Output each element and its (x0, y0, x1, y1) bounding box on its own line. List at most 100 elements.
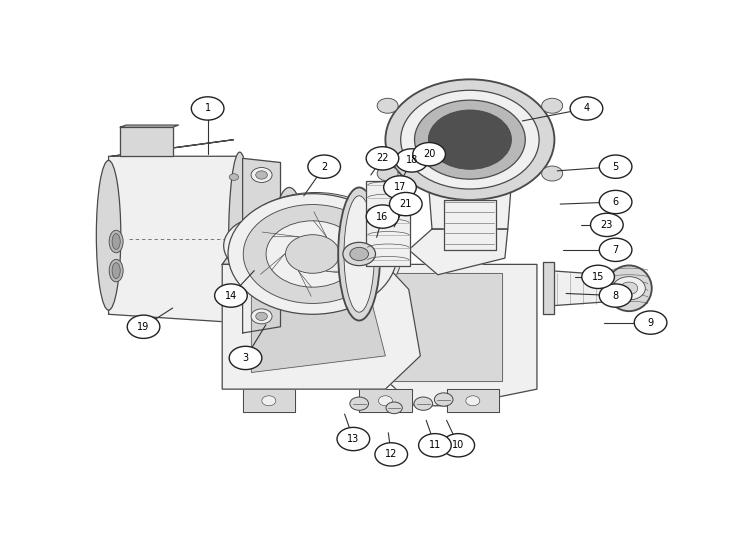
Circle shape (429, 110, 511, 169)
Text: 5: 5 (612, 161, 619, 172)
Ellipse shape (338, 187, 381, 321)
Polygon shape (543, 262, 554, 314)
Text: 2: 2 (321, 161, 327, 172)
Circle shape (390, 192, 422, 216)
Circle shape (378, 396, 393, 406)
Text: 18: 18 (405, 156, 418, 165)
Text: 15: 15 (592, 272, 605, 282)
Circle shape (386, 402, 402, 414)
Polygon shape (243, 389, 295, 412)
Circle shape (375, 443, 408, 466)
Circle shape (262, 396, 276, 406)
Circle shape (350, 247, 368, 261)
Circle shape (613, 276, 645, 300)
Circle shape (251, 167, 272, 183)
Polygon shape (111, 140, 234, 156)
Text: 4: 4 (584, 104, 590, 113)
Polygon shape (243, 158, 280, 333)
Circle shape (413, 143, 445, 166)
Polygon shape (120, 125, 178, 127)
Text: 6: 6 (613, 197, 619, 207)
Text: 23: 23 (601, 220, 613, 230)
Text: 11: 11 (429, 440, 441, 450)
Text: 19: 19 (138, 322, 150, 332)
Circle shape (396, 149, 428, 172)
Circle shape (232, 223, 296, 268)
Text: 10: 10 (452, 440, 465, 450)
Circle shape (366, 147, 399, 170)
Circle shape (343, 242, 375, 266)
Ellipse shape (109, 230, 123, 253)
Circle shape (599, 238, 632, 261)
Polygon shape (108, 156, 237, 322)
Ellipse shape (109, 259, 123, 282)
Text: 22: 22 (376, 153, 389, 164)
Text: 13: 13 (347, 434, 359, 444)
Ellipse shape (271, 187, 307, 321)
Polygon shape (257, 265, 537, 406)
Circle shape (442, 434, 475, 457)
Text: 3: 3 (242, 353, 249, 363)
Text: 9: 9 (647, 318, 653, 328)
Polygon shape (223, 265, 420, 389)
Circle shape (366, 205, 399, 228)
Polygon shape (444, 200, 496, 250)
Ellipse shape (278, 208, 300, 300)
Polygon shape (429, 192, 511, 229)
Circle shape (214, 284, 247, 307)
Ellipse shape (229, 152, 250, 327)
Circle shape (127, 315, 160, 339)
Circle shape (229, 174, 238, 180)
Circle shape (256, 312, 268, 321)
Circle shape (243, 205, 382, 303)
Circle shape (229, 192, 402, 315)
Polygon shape (409, 229, 508, 275)
Ellipse shape (344, 196, 374, 312)
Ellipse shape (606, 266, 652, 311)
Circle shape (599, 284, 632, 307)
Circle shape (256, 171, 268, 179)
Circle shape (541, 98, 562, 113)
Circle shape (570, 97, 603, 120)
Circle shape (401, 90, 539, 189)
Circle shape (337, 427, 370, 451)
Circle shape (590, 213, 623, 237)
Circle shape (599, 155, 632, 178)
Text: 20: 20 (423, 149, 435, 159)
Circle shape (378, 98, 398, 113)
Ellipse shape (112, 234, 120, 249)
Circle shape (378, 166, 398, 181)
Circle shape (229, 299, 238, 305)
Circle shape (435, 393, 453, 406)
Circle shape (582, 265, 614, 288)
Text: 16: 16 (376, 212, 389, 221)
Text: 17: 17 (394, 183, 406, 192)
Circle shape (414, 100, 525, 179)
Circle shape (419, 434, 451, 457)
Text: 12: 12 (385, 449, 397, 460)
Text: 7: 7 (612, 245, 619, 255)
Polygon shape (223, 248, 397, 265)
Circle shape (266, 221, 359, 287)
Circle shape (386, 79, 554, 200)
Circle shape (229, 269, 238, 276)
Circle shape (384, 176, 417, 199)
Circle shape (620, 282, 638, 294)
Circle shape (465, 396, 480, 406)
Circle shape (228, 194, 397, 314)
Polygon shape (366, 181, 410, 266)
Circle shape (333, 256, 344, 265)
Text: 21: 21 (399, 199, 412, 209)
Polygon shape (251, 265, 386, 373)
Polygon shape (280, 273, 502, 381)
Circle shape (308, 155, 341, 178)
Circle shape (298, 256, 310, 265)
Circle shape (634, 311, 667, 334)
Polygon shape (447, 389, 499, 412)
Circle shape (229, 346, 262, 369)
Circle shape (191, 97, 224, 120)
Circle shape (223, 217, 305, 275)
Circle shape (541, 166, 562, 181)
Circle shape (251, 309, 272, 324)
Circle shape (414, 397, 432, 410)
